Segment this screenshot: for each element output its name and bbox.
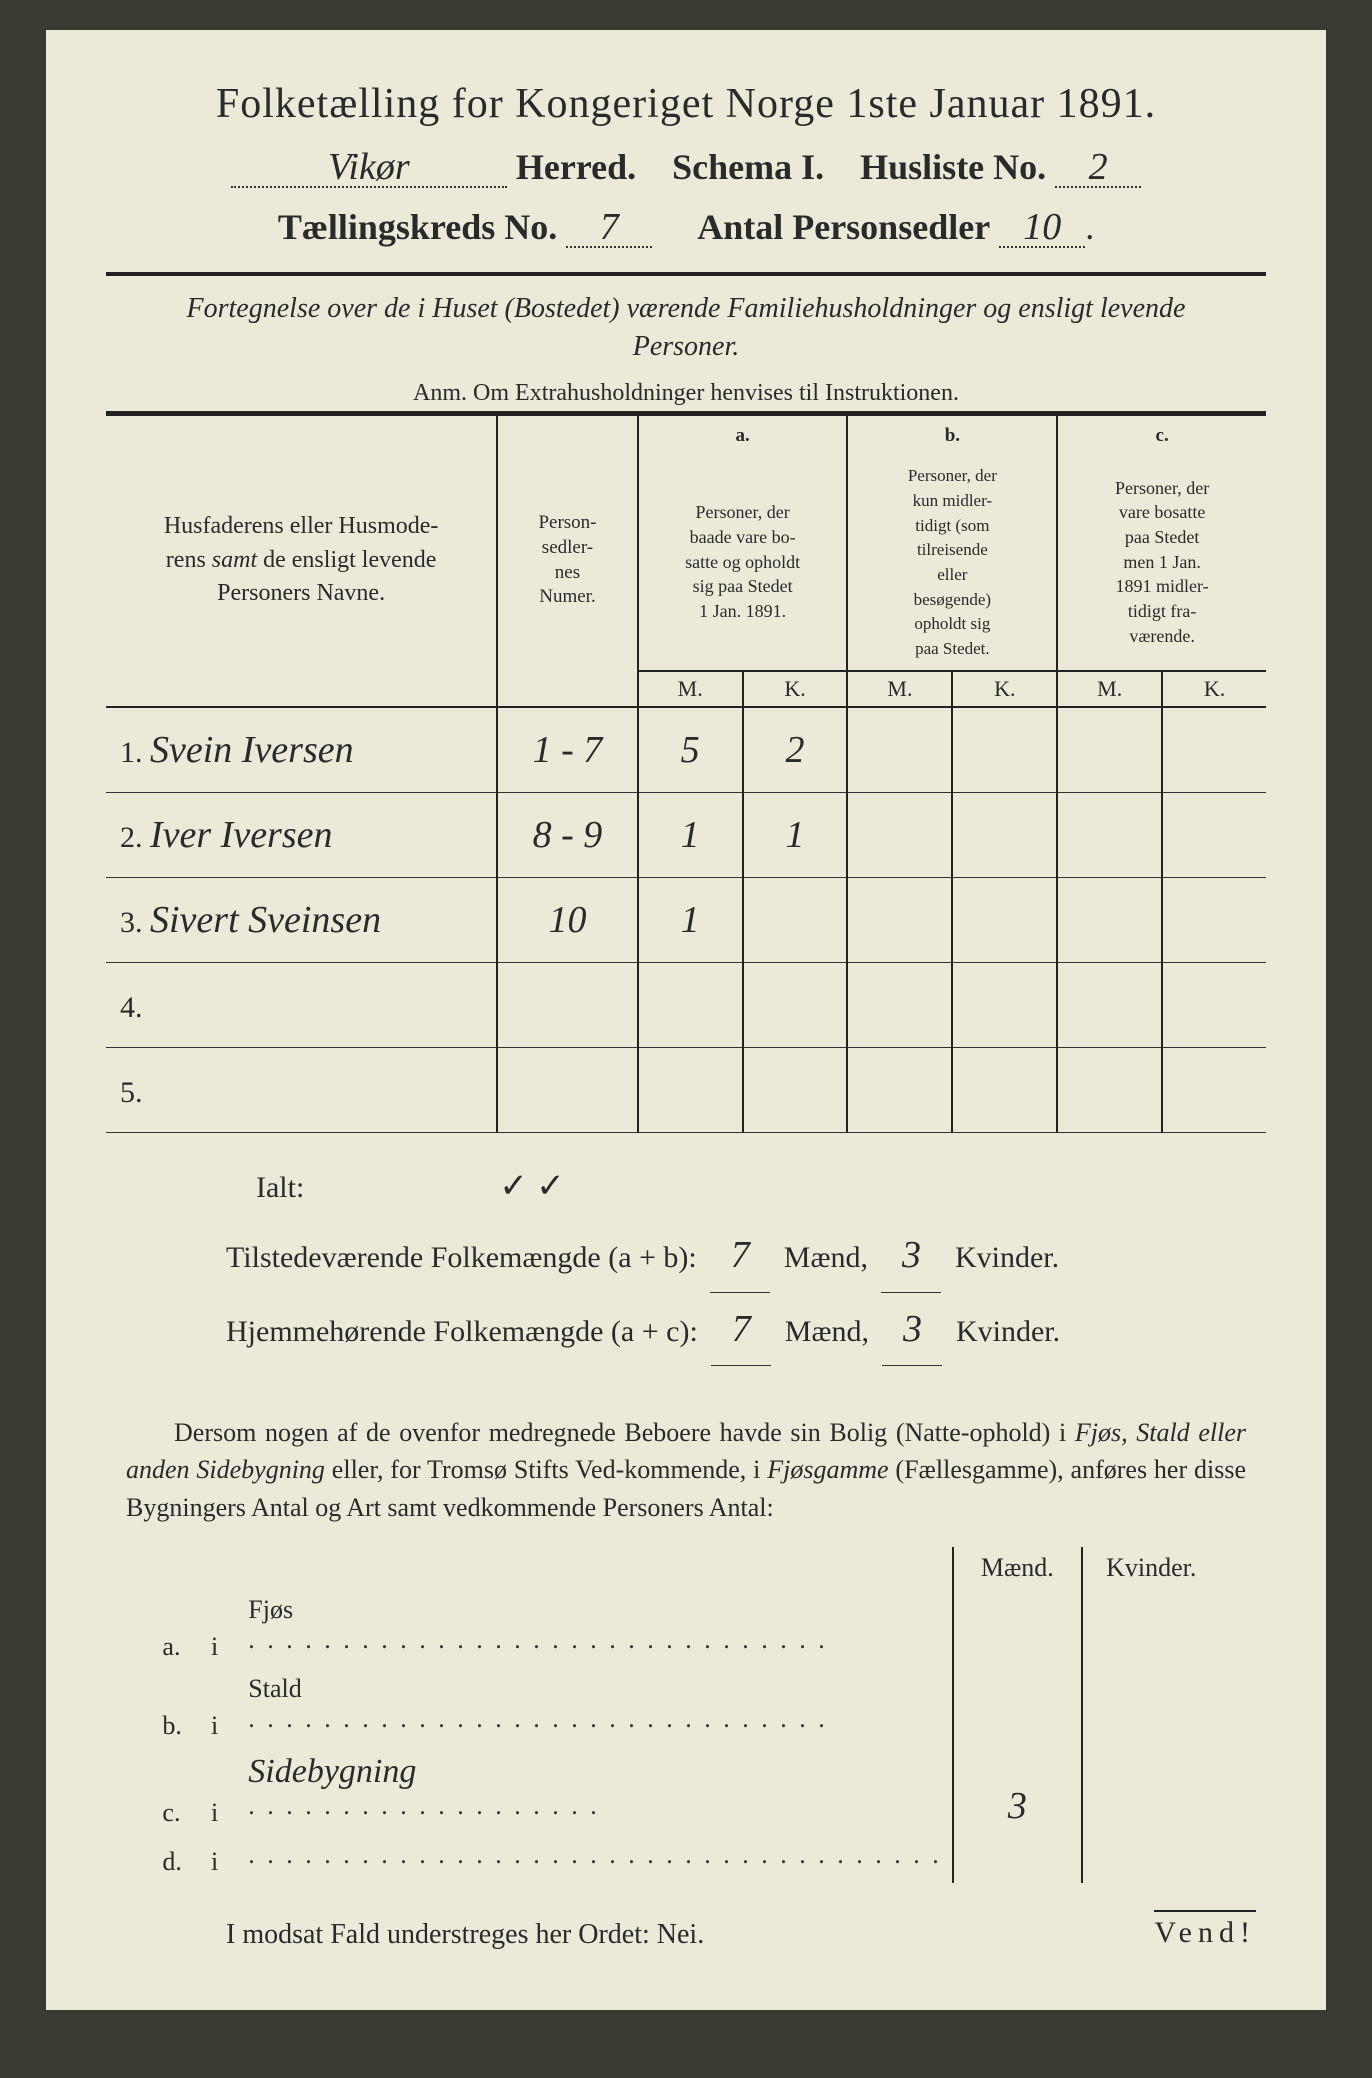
- kreds-value: 7: [566, 208, 652, 248]
- bld-i: i: [201, 1589, 238, 1668]
- vend-label: Vend!: [1154, 1910, 1256, 1950]
- maend-label: Mænd,: [785, 1315, 869, 1348]
- cell-am: 1: [681, 814, 700, 856]
- col-a-top: a.: [638, 416, 848, 457]
- col-header-name: Husfaderens eller Husmode-rens samt de e…: [106, 416, 497, 707]
- col-c-top: c.: [1057, 416, 1266, 457]
- col-b-k: K.: [952, 671, 1057, 707]
- col-c-m: M.: [1057, 671, 1162, 707]
- col-b-desc: Personer, derkun midler-tidigt (somtilre…: [847, 456, 1057, 671]
- bld-i: i: [201, 1747, 238, 1834]
- col-a-m: M.: [638, 671, 743, 707]
- row-num: 5.: [120, 1076, 143, 1109]
- header-row-2: Tællingskreds No. 7 Antal Personsedler 1…: [106, 206, 1266, 248]
- bld-row: a. i Fjøs. . . . . . . . . . . . . . . .…: [152, 1589, 1219, 1668]
- bld-label: a.: [152, 1589, 201, 1668]
- ac-kvinder: 3: [882, 1293, 942, 1366]
- schema-label: Schema I.: [672, 147, 824, 187]
- bld-name: Stald: [248, 1674, 301, 1703]
- present-label: Tilstedeværende Folkemængde (a + b):: [226, 1241, 697, 1274]
- row-num: 2.: [120, 821, 143, 854]
- buildings-paragraph: Dersom nogen af de ovenfor medregnede Be…: [126, 1414, 1246, 1527]
- page-title: Folketælling for Kongeriget Norge 1ste J…: [106, 80, 1266, 128]
- col-b-m: M.: [847, 671, 952, 707]
- buildings-table: Mænd. Kvinder. a. i Fjøs. . . . . . . . …: [152, 1547, 1219, 1883]
- bld-label: c.: [152, 1747, 201, 1834]
- cell-ak: 2: [786, 729, 805, 771]
- kvinder-label: Kvinder.: [956, 1315, 1060, 1348]
- herred-label: Herred.: [516, 147, 636, 187]
- kvinder-label: Kvinder.: [955, 1241, 1059, 1274]
- ab-maend: 7: [710, 1219, 770, 1292]
- table-row: 3. Sivert Sveinsen 10 1: [106, 877, 1266, 962]
- table-row: 5.: [106, 1047, 1266, 1132]
- divider: [106, 272, 1266, 276]
- table-row: 2. Iver Iversen 8 - 9 1 1: [106, 792, 1266, 877]
- bld-row: d. i . . . . . . . . . . . . . . . . . .…: [152, 1834, 1219, 1883]
- cell-num: 8 - 9: [533, 814, 603, 856]
- antal-label: Antal Personsedler: [697, 207, 990, 247]
- person-name: Iver Iversen: [150, 814, 333, 856]
- bld-label: d.: [152, 1834, 201, 1883]
- resident-label: Hjemmehørende Folkemængde (a + c):: [226, 1315, 698, 1348]
- cell-num: 1 - 7: [533, 729, 603, 771]
- table-row: 1. Svein Iversen 1 - 7 5 2: [106, 707, 1266, 793]
- cell-num: 10: [548, 899, 586, 941]
- bld-i: i: [201, 1668, 238, 1747]
- cell-am: 1: [681, 899, 700, 941]
- husliste-value: 2: [1055, 148, 1141, 188]
- col-c-desc: Personer, dervare bosattepaa Stedetmen 1…: [1057, 456, 1266, 671]
- ab-kvinder: 3: [881, 1219, 941, 1292]
- cell-ak: 1: [786, 814, 805, 856]
- ac-maend: 7: [711, 1293, 771, 1366]
- bld-label: b.: [152, 1668, 201, 1747]
- husliste-label: Husliste No.: [860, 147, 1046, 187]
- bld-name: Fjøs: [248, 1595, 293, 1624]
- row-num: 4.: [120, 991, 143, 1024]
- antal-value: 10: [999, 208, 1085, 248]
- anm-note: Anm. Om Extrahusholdninger henvises til …: [106, 380, 1266, 407]
- bld-row: b. i Stald. . . . . . . . . . . . . . . …: [152, 1668, 1219, 1747]
- row-num: 1.: [120, 736, 143, 769]
- herred-value: Vikør: [231, 148, 507, 188]
- ialt-label: Ialt:: [256, 1171, 304, 1204]
- bld-hdr-kvinder: Kvinder.: [1082, 1547, 1220, 1589]
- col-a-desc: Personer, derbaade vare bo-satte og opho…: [638, 456, 848, 671]
- col-b-top: b.: [847, 416, 1057, 457]
- subtitle: Fortegnelse over de i Huset (Bostedet) v…: [166, 290, 1206, 366]
- totals-block: Ialt: ✓ ✓ Tilstedeværende Folkemængde (a…: [106, 1155, 1266, 1366]
- cell-am: 5: [681, 729, 700, 771]
- census-form: Folketælling for Kongeriget Norge 1ste J…: [46, 30, 1326, 2010]
- bld-m: 3: [1008, 1785, 1027, 1827]
- table-row: 4.: [106, 962, 1266, 1047]
- row-num: 3.: [120, 906, 143, 939]
- person-name: Svein Iversen: [150, 729, 354, 771]
- household-table: Husfaderens eller Husmode-rens samt de e…: [106, 416, 1266, 1133]
- col-c-k: K.: [1162, 671, 1266, 707]
- header-row-1: Vikør Herred. Schema I. Husliste No. 2: [106, 146, 1266, 188]
- col-a-k: K.: [743, 671, 848, 707]
- bld-i: i: [201, 1834, 238, 1883]
- check-marks: ✓ ✓: [499, 1168, 564, 1205]
- col-header-num: Person-sedler-nesNumer.: [497, 416, 638, 707]
- person-name: Sivert Sveinsen: [150, 899, 381, 941]
- kreds-label: Tællingskreds No.: [278, 207, 557, 247]
- bld-row: c. i Sidebygning. . . . . . . . . . . . …: [152, 1747, 1219, 1834]
- bld-hdr-maend: Mænd.: [953, 1547, 1082, 1589]
- nei-line: I modsat Fald understreges her Ordet: Ne…: [226, 1919, 1266, 1951]
- maend-label: Mænd,: [784, 1241, 868, 1274]
- bld-name: Sidebygning: [248, 1753, 416, 1790]
